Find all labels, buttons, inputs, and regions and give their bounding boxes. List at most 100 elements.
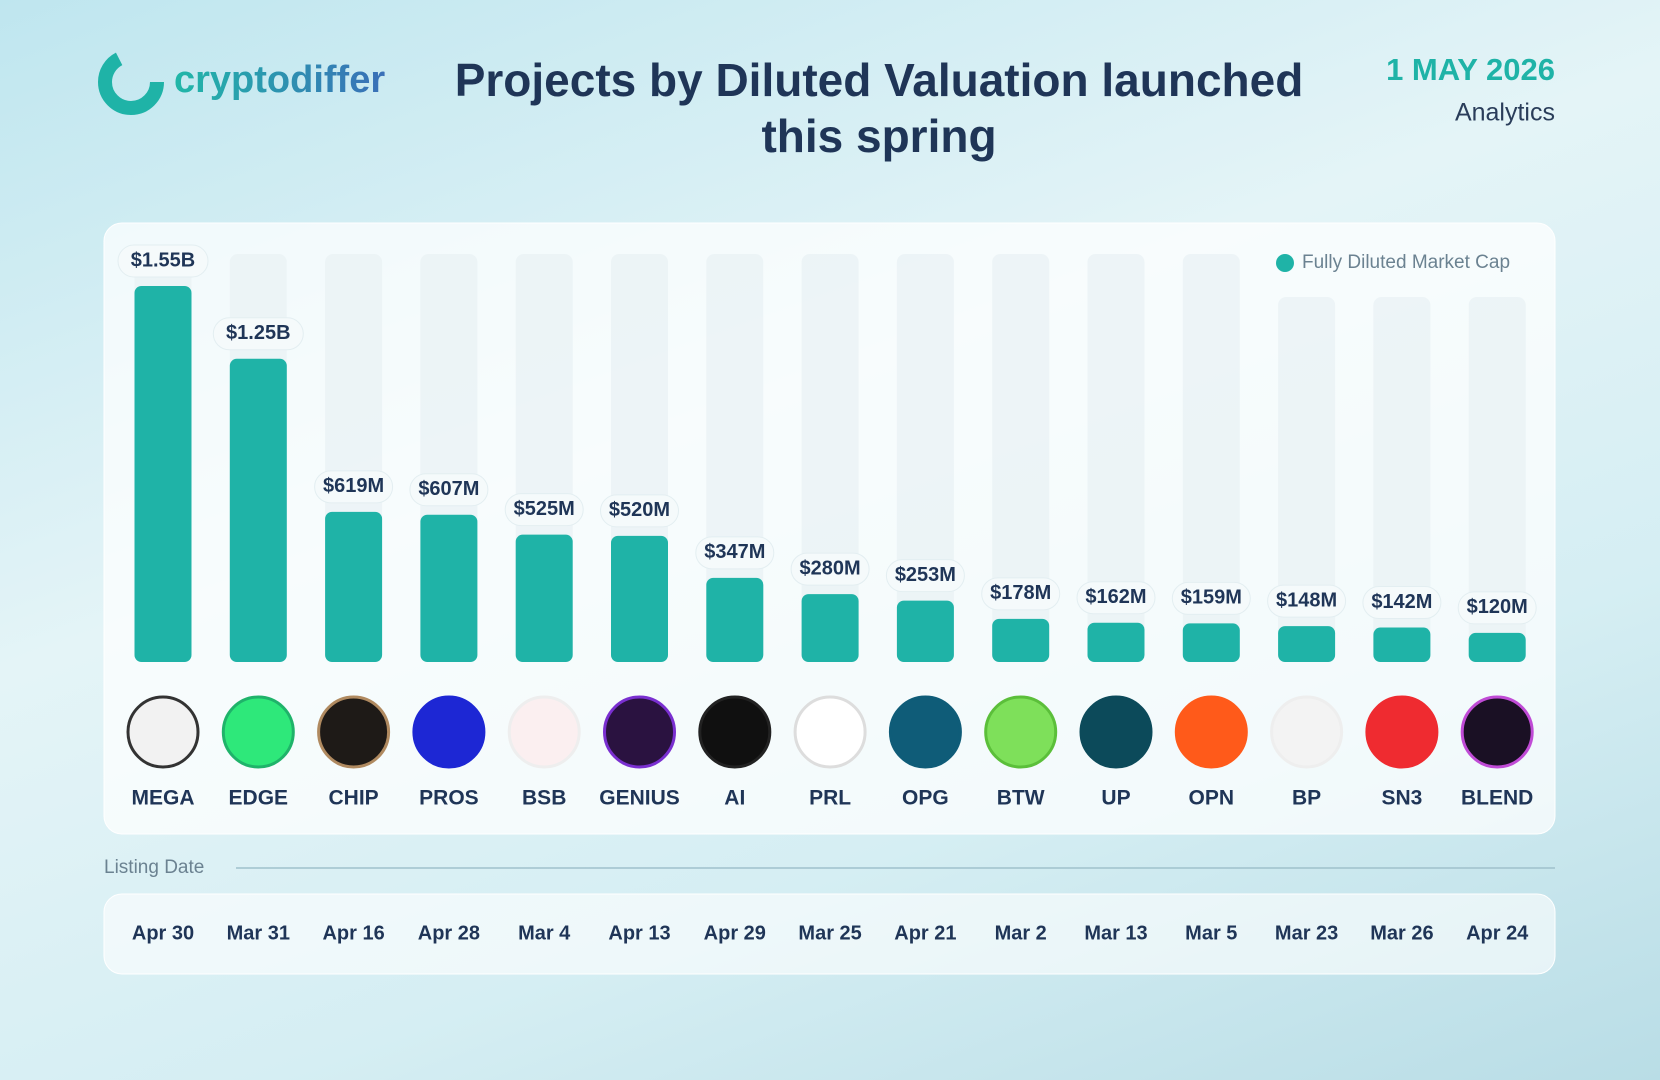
value-label-pill [695, 536, 775, 570]
value-label-pill [504, 493, 584, 527]
project-icon [603, 695, 676, 769]
category-label: OPN [1189, 787, 1235, 810]
category-label: PROS [419, 787, 479, 810]
value-label: $178M [990, 582, 1051, 604]
listing-date: Apr 16 [322, 922, 384, 944]
project-icon [1270, 695, 1344, 769]
bar [896, 600, 954, 662]
listing-date: Mar 4 [518, 922, 571, 944]
bar [706, 577, 764, 662]
category-label: BSB [522, 787, 566, 810]
value-label: $280M [800, 557, 861, 579]
bar-track [1278, 297, 1336, 662]
project-icon [793, 695, 867, 769]
bar [229, 358, 287, 662]
listing-date: Mar 13 [1084, 922, 1147, 944]
listing-date: Apr 21 [894, 922, 956, 944]
category-label: UP [1101, 787, 1130, 810]
value-label-pill [314, 470, 394, 504]
listing-date: Apr 28 [418, 922, 480, 944]
listing-date: Apr 24 [1466, 922, 1529, 944]
subtitle: Analytics [1455, 99, 1555, 127]
value-label: $1.55B [131, 249, 196, 271]
bar [1278, 626, 1336, 662]
dates-panel [103, 893, 1556, 975]
value-label-pill [600, 494, 679, 528]
listing-date: Apr 13 [608, 922, 670, 944]
project-icon [412, 695, 486, 769]
logo: cryptodiffer [174, 59, 385, 101]
value-label-pill [117, 244, 209, 278]
bar [992, 618, 1050, 662]
category-label: PRL [809, 787, 851, 810]
project-icon [698, 695, 772, 769]
value-label: $148M [1276, 589, 1337, 611]
value-label: $347M [704, 541, 765, 563]
category-label: MEGA [132, 787, 195, 810]
category-label: BTW [997, 787, 1045, 810]
value-label: $162M [1085, 586, 1146, 608]
listing-date: Mar 23 [1275, 922, 1338, 944]
legend-label: Fully Diluted Market Cap [1302, 252, 1510, 273]
category-label: BLEND [1461, 787, 1533, 810]
bar-track [1087, 254, 1145, 662]
value-label: $159M [1181, 587, 1242, 609]
logo-icon [98, 49, 164, 115]
value-label-pill [409, 473, 489, 507]
bar [1087, 622, 1145, 662]
category-label: EDGE [229, 787, 289, 810]
bar [801, 594, 859, 662]
category-label: OPG [902, 787, 949, 810]
listing-date: Mar 31 [227, 922, 290, 944]
value-label: $619M [323, 475, 384, 497]
project-icon [1460, 695, 1534, 769]
bar [1182, 623, 1240, 662]
value-label: $607M [418, 478, 479, 500]
category-label: GENIUS [599, 787, 680, 810]
bar-track [1182, 254, 1240, 662]
value-label-pill [1076, 581, 1156, 615]
category-label: AI [724, 787, 745, 810]
bar [515, 534, 573, 662]
value-label-pill [212, 317, 304, 351]
project-icon [1174, 695, 1248, 769]
project-icon [888, 695, 962, 769]
listing-date: Mar 25 [798, 922, 861, 944]
bar-track [1468, 297, 1526, 662]
bar [134, 286, 192, 662]
listing-date: Apr 30 [132, 922, 194, 944]
value-label: $1.25B [226, 322, 291, 344]
value-label-pill [1362, 586, 1442, 620]
category-label: BP [1292, 787, 1321, 810]
chart-title: Projects by Diluted Valuation launched t… [454, 54, 1304, 162]
value-label-pill [1457, 591, 1537, 625]
legend-swatch [1276, 254, 1294, 272]
value-label: $142M [1371, 591, 1432, 613]
value-label-pill [885, 559, 965, 593]
project-icon [1365, 695, 1439, 769]
project-icon [1079, 695, 1153, 769]
value-label: $525M [514, 498, 575, 520]
listing-date: Mar 2 [995, 922, 1047, 944]
category-label: CHIP [329, 787, 379, 810]
project-icon [126, 695, 200, 769]
value-label-pill [790, 552, 870, 586]
value-label: $520M [609, 499, 670, 521]
listing-date-label: Listing Date [104, 857, 204, 878]
category-label: SN3 [1381, 787, 1422, 810]
listing-date: Apr 29 [704, 922, 766, 944]
bar [611, 535, 668, 662]
bar [1373, 627, 1431, 662]
bar-track [1373, 297, 1431, 662]
bar [1468, 632, 1526, 662]
project-icon [984, 695, 1058, 769]
value-label-pill [981, 577, 1061, 611]
bar [420, 514, 478, 662]
value-label: $253M [895, 564, 956, 586]
value-label-pill [1267, 584, 1347, 618]
listing-date: Mar 26 [1370, 922, 1433, 944]
date: 1 MAY 2026 [1386, 52, 1555, 87]
bar [325, 511, 383, 662]
